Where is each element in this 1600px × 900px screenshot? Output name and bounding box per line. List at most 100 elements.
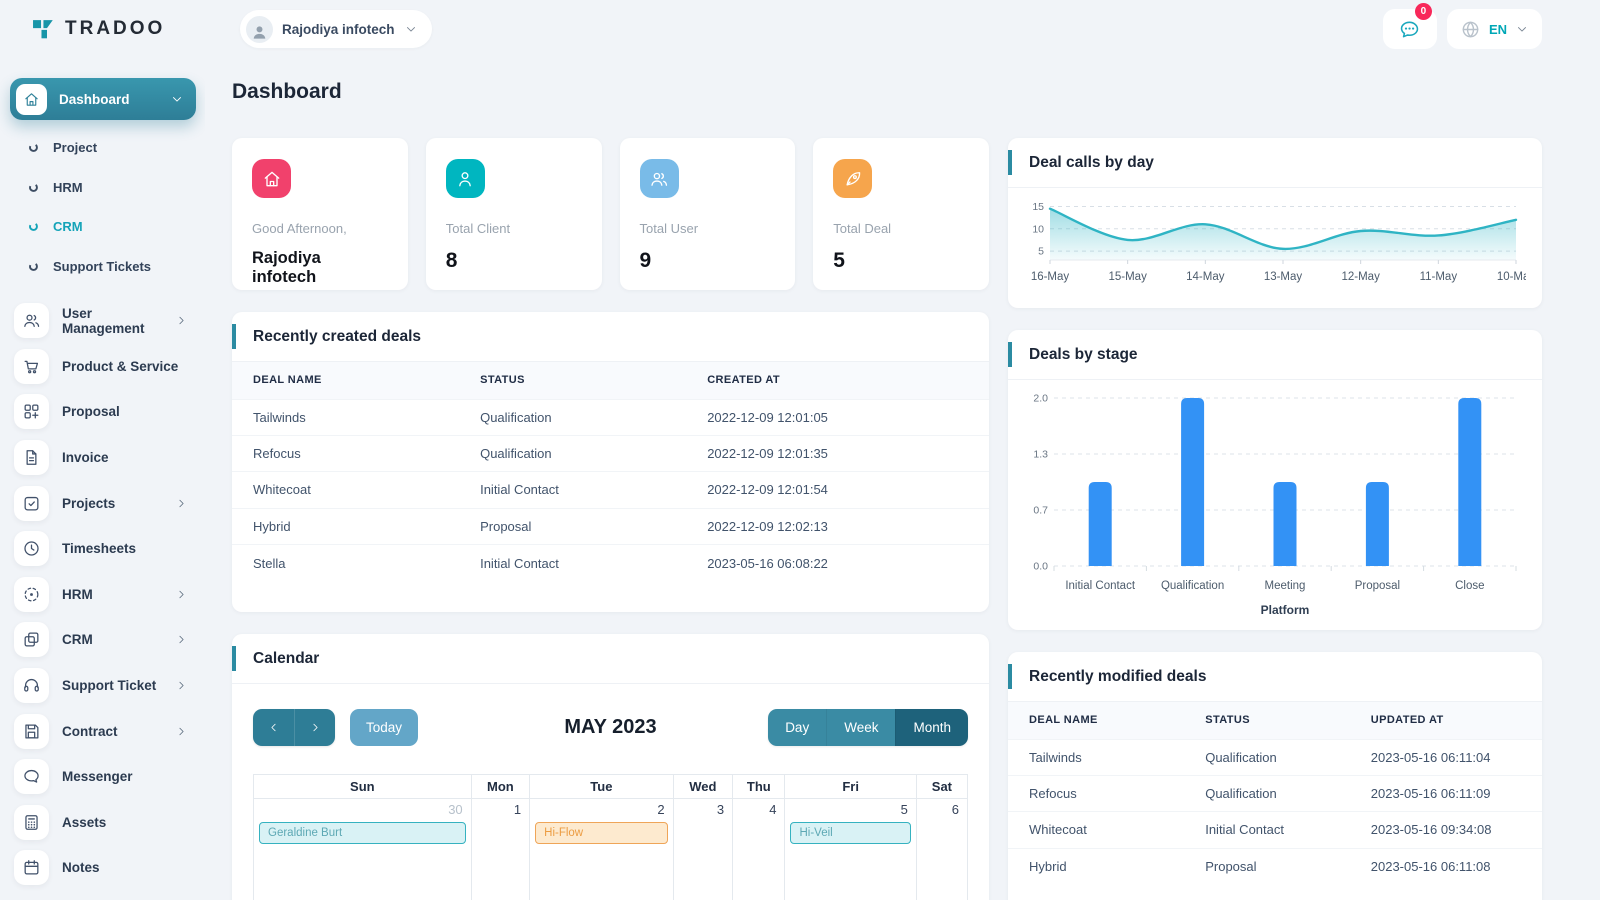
calendar-day-cell: 3 bbox=[672, 798, 734, 900]
calendar-event-hi-veil[interactable]: Hi-Veil bbox=[790, 822, 911, 844]
today-button[interactable]: Today bbox=[350, 709, 419, 746]
calendar-prev-button[interactable] bbox=[253, 709, 294, 746]
sidebar-item-label: Product & Service bbox=[62, 358, 179, 374]
globe-icon bbox=[1460, 19, 1481, 40]
brand-logo[interactable]: TRADOO bbox=[0, 16, 205, 42]
sidebar-subitem-hrm[interactable]: HRM bbox=[0, 168, 205, 208]
brand-name: TRADOO bbox=[65, 18, 166, 39]
file-icon bbox=[22, 448, 41, 467]
table-cell: Qualification bbox=[459, 434, 687, 472]
clock-icon bbox=[22, 539, 41, 558]
svg-text:11-May: 11-May bbox=[1420, 271, 1458, 283]
calendar-toolbar: Today MAY 2023 Day Week Month bbox=[253, 709, 968, 746]
calendar-next-button[interactable] bbox=[294, 709, 335, 746]
sidebar-item-label: Projects bbox=[62, 495, 116, 511]
sidebar-subitem-crm[interactable]: CRM bbox=[0, 207, 205, 247]
ring-icon bbox=[28, 142, 39, 153]
svg-text:Close: Close bbox=[1455, 580, 1484, 592]
svg-text:Qualification: Qualification bbox=[1161, 580, 1224, 592]
svg-text:Proposal: Proposal bbox=[1355, 580, 1400, 592]
calendar-day-header: Wed bbox=[672, 774, 734, 799]
table-row: Hybrid Proposal 2023-05-16 06:11:08 bbox=[1008, 847, 1542, 885]
stat-icon-tile bbox=[833, 159, 873, 198]
messages-button[interactable]: 0 bbox=[1382, 3, 1437, 49]
chat-icon bbox=[22, 767, 41, 786]
icon-tile bbox=[14, 759, 49, 795]
calendar-day-number: 6 bbox=[951, 802, 959, 817]
sidebar-subitem-label: Support Tickets bbox=[53, 258, 152, 274]
save-icon bbox=[22, 722, 41, 741]
sidebar-item-messenger[interactable]: Messenger bbox=[0, 754, 205, 800]
table-cell: Tailwinds bbox=[232, 398, 460, 436]
sidebar-subitem-project[interactable]: Project bbox=[0, 128, 205, 168]
svg-text:15-May: 15-May bbox=[1108, 271, 1147, 283]
sidebar-item-support-ticket[interactable]: Support Ticket bbox=[0, 663, 205, 709]
language-selector[interactable]: EN bbox=[1446, 9, 1542, 49]
sidebar-item-notes[interactable]: Notes bbox=[0, 845, 205, 891]
chevron-right-icon bbox=[175, 633, 188, 646]
svg-text:16-May: 16-May bbox=[1031, 271, 1070, 283]
chevron-right-icon bbox=[175, 497, 188, 510]
calendar-card: Calendar Today MAY 2023 Day Week Month bbox=[232, 634, 989, 900]
sidebar-item-label: Assets bbox=[62, 814, 107, 830]
chevron-right-icon bbox=[175, 588, 188, 601]
svg-text:14-May: 14-May bbox=[1186, 271, 1225, 283]
card-title: Deals by stage bbox=[1029, 346, 1138, 363]
sidebar-item-assets[interactable]: Assets bbox=[0, 800, 205, 846]
calendar-day-number: 5 bbox=[900, 802, 908, 817]
calendar-day-cell: 6 bbox=[915, 798, 969, 900]
top-header: TRADOO Rajodiya infotech 0 EN bbox=[0, 0, 1600, 58]
stat-value: 9 bbox=[639, 249, 652, 272]
calendar-day-header: Fri bbox=[784, 774, 917, 799]
sidebar-item-projects[interactable]: Projects bbox=[0, 480, 205, 526]
table-cell: Hybrid bbox=[1008, 847, 1185, 885]
table-cell: 2022-12-09 12:02:13 bbox=[686, 507, 989, 545]
chevron-right-icon bbox=[175, 725, 188, 738]
sidebar-subitem-support-tickets[interactable]: Support Tickets bbox=[0, 247, 205, 287]
table-row: Stella Initial Contact 2023-05-16 06:08:22 bbox=[232, 544, 989, 581]
sidebar-item-contract[interactable]: Contract bbox=[0, 708, 205, 754]
deals-by-stage-card: Deals by stage 2.0 1.3 0.7 0.0 Initial Conta… bbox=[1008, 330, 1542, 630]
stat-value: Rajodiya infotech bbox=[252, 249, 321, 286]
calendar-view-day[interactable]: Day bbox=[768, 709, 827, 746]
column-header: UPDATED AT bbox=[1349, 702, 1542, 739]
calendar-event-hi-flow[interactable]: Hi-Flow bbox=[535, 822, 668, 844]
calendar-view-month[interactable]: Month bbox=[895, 709, 968, 746]
calendar-day-header: Tue bbox=[529, 774, 674, 799]
company-selector[interactable]: Rajodiya infotech bbox=[240, 10, 432, 48]
sidebar-item-crm[interactable]: CRM bbox=[0, 617, 205, 663]
stat-label: Good Afternoon, bbox=[252, 221, 347, 236]
icon-tile bbox=[14, 303, 49, 339]
sidebar-subitem-label: HRM bbox=[53, 179, 83, 195]
sidebar-item-product-service[interactable]: Product & Service bbox=[0, 344, 205, 390]
stat-icon-tile bbox=[252, 159, 291, 198]
calendar-view-week[interactable]: Week bbox=[826, 709, 896, 746]
deal-calls-line-chart: 15 10 5 16-May 15-May 14-May 13-May 12-May 11-Ma… bbox=[1008, 188, 1542, 297]
cards-icon bbox=[22, 630, 41, 649]
calendar-event-geraldine-burt[interactable]: Geraldine Burt bbox=[259, 822, 466, 844]
sidebar-item-label: Invoice bbox=[62, 450, 109, 466]
calendar-day-header: Mon bbox=[470, 774, 531, 799]
calendar-icon bbox=[22, 858, 41, 877]
sidebar-item-invoice[interactable]: Invoice bbox=[0, 435, 205, 481]
deal-calls-by-day-card: Deal calls by day 15 10 5 16-May 15-May 14-Ma… bbox=[1008, 138, 1542, 308]
sidebar-item-hrm[interactable]: HRM bbox=[0, 572, 205, 618]
stat-card-total-deal: Total Deal 5 bbox=[813, 138, 989, 290]
sidebar-subitem-label: Project bbox=[53, 140, 98, 156]
icon-tile bbox=[14, 713, 49, 749]
home-icon bbox=[23, 91, 40, 108]
chevron-down-icon bbox=[1515, 22, 1529, 36]
headset-icon bbox=[22, 676, 41, 695]
icon-tile bbox=[14, 485, 49, 521]
icon-tile bbox=[14, 576, 49, 612]
table-row: Tailwinds Qualification 2022-12-09 12:01:0… bbox=[232, 398, 989, 436]
sidebar-item-dashboard[interactable]: Dashboard bbox=[10, 78, 196, 120]
table-cell: Proposal bbox=[1184, 847, 1350, 885]
icon-tile bbox=[14, 668, 49, 704]
stat-label: Total Deal bbox=[833, 221, 892, 236]
calendar-day-header: Thu bbox=[732, 774, 786, 799]
sidebar-item-timesheets[interactable]: Timesheets bbox=[0, 526, 205, 572]
sidebar-item-proposal[interactable]: Proposal bbox=[0, 389, 205, 435]
sidebar-item-user-management[interactable]: User Management bbox=[0, 298, 205, 344]
home-tile bbox=[16, 83, 47, 115]
